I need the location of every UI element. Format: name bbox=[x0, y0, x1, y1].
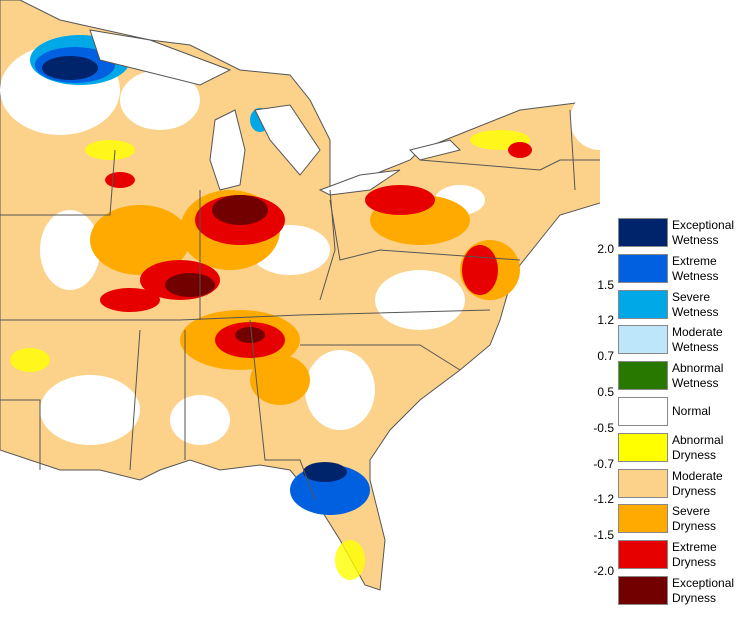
map bbox=[0, 0, 600, 591]
legend-label: Abnormal Dryness bbox=[672, 432, 724, 462]
threshold-label: -1.5 bbox=[593, 528, 614, 543]
legend-swatch bbox=[618, 576, 668, 605]
threshold-label: -0.7 bbox=[593, 456, 614, 471]
legend-label: Moderate Dryness bbox=[672, 468, 723, 498]
threshold-label: -0.5 bbox=[593, 420, 614, 435]
normal-areas bbox=[0, 45, 600, 445]
threshold-label: 1.2 bbox=[597, 313, 614, 328]
legend-swatch bbox=[618, 361, 668, 391]
legend-label: Exceptional Wetness bbox=[672, 218, 735, 247]
legend-label: Exceptional Dryness bbox=[672, 576, 735, 605]
state-borders bbox=[0, 109, 600, 501]
abnormal-dryness bbox=[10, 130, 530, 580]
threshold-label: 1.5 bbox=[597, 277, 614, 292]
legend-swatch bbox=[618, 432, 668, 462]
legend-label: Moderate Wetness bbox=[672, 325, 723, 355]
legend-swatch bbox=[618, 253, 668, 283]
threshold-label: 0.5 bbox=[597, 385, 614, 399]
legend-label: Extreme Wetness bbox=[672, 253, 719, 283]
exceptional-dryness bbox=[165, 195, 268, 343]
legend-label: Abnormal Wetness bbox=[672, 361, 724, 391]
legend-label: Severe Dryness bbox=[672, 504, 717, 534]
legend-swatch bbox=[618, 504, 668, 534]
great-lakes bbox=[89, 29, 461, 196]
threshold-label: 2.0 bbox=[597, 241, 614, 256]
legend-swatch bbox=[618, 218, 668, 247]
legend-swatch bbox=[618, 540, 668, 570]
legend-swatch bbox=[618, 289, 668, 319]
threshold-label: -1.2 bbox=[593, 492, 614, 507]
wetness bbox=[30, 35, 370, 515]
threshold-label: -2.0 bbox=[593, 564, 614, 578]
legend-swatch bbox=[618, 468, 668, 498]
legend-label: Extreme Dryness bbox=[672, 540, 717, 570]
legend-swatch bbox=[618, 397, 668, 426]
legend-swatch bbox=[618, 325, 668, 355]
legend-label: Severe Wetness bbox=[672, 289, 719, 319]
legend-label: Normal bbox=[672, 404, 711, 418]
threshold-label: 0.7 bbox=[597, 349, 614, 364]
